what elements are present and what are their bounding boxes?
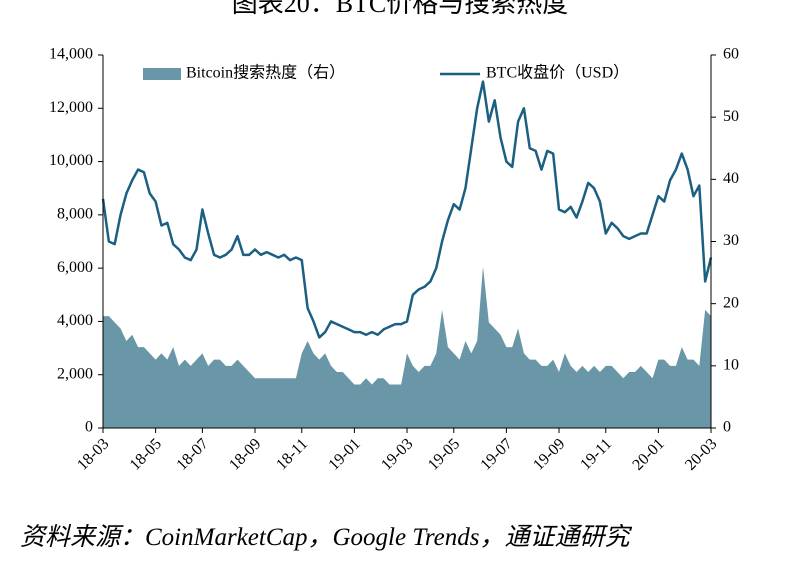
y-tick-label: 8,000 <box>57 206 93 223</box>
x-tick-label: 18-09 <box>226 435 264 473</box>
source-box: 资料来源：CoinMarketCap，Google Trends，通证通研究 <box>20 524 630 551</box>
legend-label: Bitcoin搜索热度（右） <box>186 64 345 82</box>
y2-tick-label: 0 <box>723 419 731 436</box>
price-line <box>101 80 713 339</box>
x-tick-label: 20-03 <box>682 435 720 473</box>
x-tick-label: 18-05 <box>127 435 165 473</box>
y-tick-label: 4,000 <box>57 312 93 329</box>
x-tick-label: 19-11 <box>577 435 615 473</box>
x-tick-label: 19-01 <box>325 435 363 473</box>
y2-tick-label: 10 <box>723 357 739 374</box>
x-tick-label: 19-07 <box>477 435 515 473</box>
x-tick-label: 18-11 <box>273 435 311 473</box>
y2-tick-label: 40 <box>723 170 739 187</box>
source: 资料来源：CoinMarketCap，Google Trends，通证通研究 <box>20 524 630 551</box>
y2-tick-label: 30 <box>723 232 739 249</box>
y-tick-label: 12,000 <box>49 99 93 116</box>
y-tick-label: 2,000 <box>57 365 93 382</box>
y2-tick-label: 20 <box>723 294 739 311</box>
x-tick-label: 19-03 <box>378 435 416 473</box>
y-tick-label: 0 <box>85 419 93 436</box>
legend-swatch <box>143 68 181 80</box>
x-tick-label: 18-03 <box>74 435 112 473</box>
x-tick-label: 20-01 <box>629 435 667 473</box>
y-tick-label: 14,000 <box>49 46 93 63</box>
y-tick-label: 10,000 <box>49 152 93 169</box>
y2-tick-label: 60 <box>723 46 739 63</box>
x-tick-label: 19-09 <box>530 435 568 473</box>
x-tick-label: 19-05 <box>425 435 463 473</box>
legend-label: BTC收盘价（USD） <box>486 63 629 82</box>
x-tick-label: 18-07 <box>173 435 211 473</box>
y2-tick-label: 50 <box>723 108 739 125</box>
search-area <box>103 266 711 428</box>
chart-title: 图表20：BTC价格与搜索热度 <box>232 0 569 18</box>
y-tick-label: 6,000 <box>57 259 93 276</box>
